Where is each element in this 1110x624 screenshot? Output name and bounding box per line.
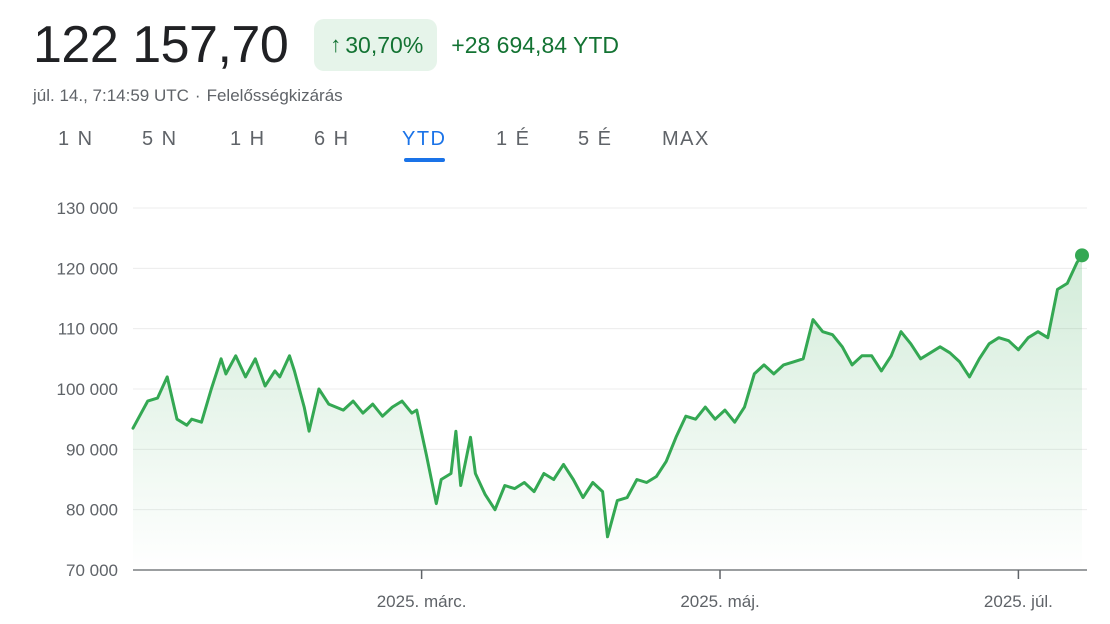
disclaimer-link[interactable]: Felelősségkizárás (206, 86, 343, 105)
quote-header: 122 157,70 ↑ 30,70% +28 694,84 YTD (33, 14, 619, 76)
tab-label: 1 N (58, 128, 94, 150)
quote-subline: júl. 14., 7:14:59 UTC · Felelősségkizárás (33, 86, 343, 106)
last-price-point[interactable] (1075, 248, 1089, 263)
tab-label: YTD (402, 128, 447, 150)
tab-label: 5 É (578, 128, 613, 150)
y-tick-label: 130 000 (57, 199, 118, 218)
tab-label: MAX (662, 128, 710, 150)
change-percent-badge: ↑ 30,70% (314, 19, 438, 71)
y-axis-labels: 130 000 120 000 110 000 100 000 90 000 80 000… (57, 199, 118, 580)
separator: · (194, 86, 201, 105)
tab-5-days[interactable]: 5 N (142, 128, 178, 151)
tab-max[interactable]: MAX (662, 128, 710, 151)
tab-1-month[interactable]: 1 H (230, 128, 266, 151)
tab-label: 6 H (314, 128, 350, 150)
y-tick-label: 90 000 (66, 440, 118, 459)
y-tick-label: 110 000 (58, 320, 118, 339)
arrow-up-icon: ↑ (330, 32, 342, 57)
tab-6-months[interactable]: 6 H (314, 128, 350, 151)
x-tick-label: 2025. márc. (377, 592, 467, 611)
price-area (133, 255, 1082, 571)
timestamp: júl. 14., 7:14:59 UTC (33, 86, 189, 105)
x-tick-label: 2025. júl. (984, 592, 1053, 611)
x-axis-ticks: 2025. márc. 2025. máj. 2025. júl. (377, 570, 1053, 611)
y-tick-label: 80 000 (66, 501, 118, 520)
active-tab-indicator (404, 158, 445, 162)
y-tick-label: 70 000 (66, 561, 118, 580)
tab-5-years[interactable]: 5 É (578, 128, 613, 151)
price-chart[interactable]: 130 000 120 000 110 000 100 000 90 000 80 000… (0, 180, 1110, 624)
x-tick-label: 2025. máj. (680, 592, 759, 611)
tab-1-year[interactable]: 1 É (496, 128, 531, 151)
tab-label: 5 N (142, 128, 178, 150)
current-price: 122 157,70 (33, 16, 289, 74)
range-tabs: 1 N 5 N 1 H 6 H YTD 1 É 5 É MAX (0, 128, 760, 168)
tab-label: 1 H (230, 128, 266, 150)
price-line (131, 253, 1084, 539)
change-absolute: +28 694,84 YTD (451, 31, 620, 58)
tab-1-day[interactable]: 1 N (58, 128, 94, 151)
tab-label: 1 É (496, 128, 531, 150)
y-tick-label: 100 000 (57, 380, 118, 399)
tab-ytd[interactable]: YTD (402, 128, 447, 162)
y-tick-label: 120 000 (57, 259, 118, 278)
change-percent: 30,70% (345, 31, 424, 58)
